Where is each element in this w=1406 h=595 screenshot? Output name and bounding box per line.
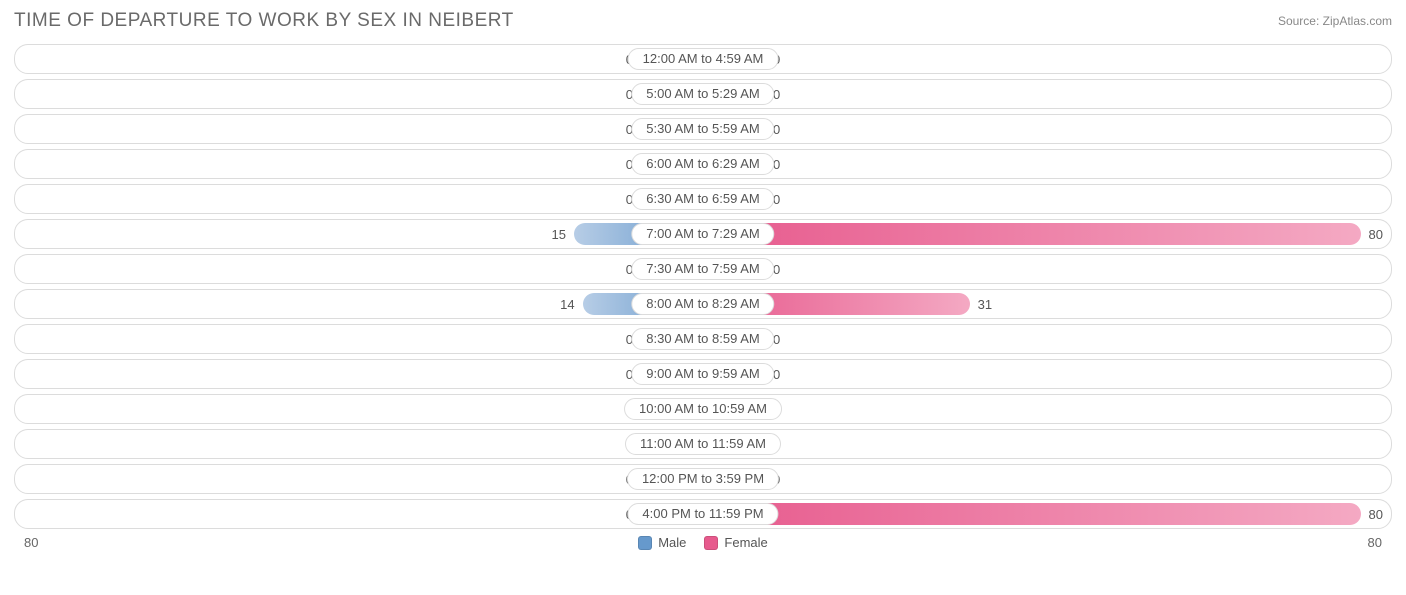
male-half: 0 xyxy=(15,255,703,283)
female-half: 0 xyxy=(703,465,1391,493)
row-label: 8:30 AM to 8:59 AM xyxy=(631,328,774,350)
chart-row: 14 31 8:00 AM to 8:29 AM xyxy=(14,289,1392,319)
chart-row: 006:30 AM to 6:59 AM xyxy=(14,184,1392,214)
chart-area: 0012:00 AM to 4:59 AM005:00 AM to 5:29 A… xyxy=(14,44,1392,529)
row-label: 11:00 AM to 11:59 AM xyxy=(625,433,781,455)
chart-row: 006:00 AM to 6:29 AM xyxy=(14,149,1392,179)
male-half: 0 xyxy=(15,115,703,143)
male-half: 15 xyxy=(15,220,703,248)
legend-male-label: Male xyxy=(658,535,686,550)
female-half: 0 xyxy=(703,45,1391,73)
legend: Male Female xyxy=(638,535,768,550)
female-swatch-icon xyxy=(704,536,718,550)
male-half: 0 xyxy=(15,395,703,423)
chart-row: 0012:00 AM to 4:59 AM xyxy=(14,44,1392,74)
row-label: 7:00 AM to 7:29 AM xyxy=(631,223,774,245)
male-half: 0 xyxy=(15,185,703,213)
male-half: 0 xyxy=(15,500,703,528)
male-half: 0 xyxy=(15,45,703,73)
chart-row: 009:00 AM to 9:59 AM xyxy=(14,359,1392,389)
female-half: 31 xyxy=(703,290,1391,318)
row-label: 4:00 PM to 11:59 PM xyxy=(627,503,778,525)
row-label: 8:00 AM to 8:29 AM xyxy=(631,293,774,315)
row-label: 5:30 AM to 5:59 AM xyxy=(631,118,774,140)
male-value: 15 xyxy=(544,227,574,242)
female-half: 80 xyxy=(703,500,1391,528)
female-half: 0 xyxy=(703,325,1391,353)
row-label: 9:00 AM to 9:59 AM xyxy=(631,363,774,385)
row-label: 10:00 AM to 10:59 AM xyxy=(624,398,782,420)
axis-left-max: 80 xyxy=(24,535,38,550)
female-bar xyxy=(703,503,1361,525)
female-half: 0 xyxy=(703,360,1391,388)
row-label: 6:30 AM to 6:59 AM xyxy=(631,188,774,210)
female-half: 0 xyxy=(703,80,1391,108)
chart-footer: 80 Male Female 80 xyxy=(14,535,1392,550)
female-half: 0 xyxy=(703,115,1391,143)
female-value: 80 xyxy=(1361,507,1391,522)
row-label: 12:00 AM to 4:59 AM xyxy=(628,48,779,70)
female-value: 31 xyxy=(970,297,1000,312)
chart-row: 15 80 7:00 AM to 7:29 AM xyxy=(14,219,1392,249)
chart-row: 0011:00 AM to 11:59 AM xyxy=(14,429,1392,459)
male-value: 14 xyxy=(552,297,582,312)
legend-male: Male xyxy=(638,535,686,550)
header: TIME OF DEPARTURE TO WORK BY SEX IN NEIB… xyxy=(14,10,1392,32)
row-label: 7:30 AM to 7:59 AM xyxy=(631,258,774,280)
male-half: 0 xyxy=(15,430,703,458)
row-label: 5:00 AM to 5:29 AM xyxy=(631,83,774,105)
male-half: 0 xyxy=(15,325,703,353)
source-label: Source: ZipAtlas.com xyxy=(1278,14,1392,28)
chart-title: TIME OF DEPARTURE TO WORK BY SEX IN NEIB… xyxy=(14,10,514,32)
female-value: 80 xyxy=(1361,227,1391,242)
chart-row: 005:00 AM to 5:29 AM xyxy=(14,79,1392,109)
male-swatch-icon xyxy=(638,536,652,550)
row-label: 12:00 PM to 3:59 PM xyxy=(627,468,779,490)
male-half: 0 xyxy=(15,80,703,108)
female-half: 0 xyxy=(703,255,1391,283)
chart-row: 0 80 4:00 PM to 11:59 PM xyxy=(14,499,1392,529)
legend-female: Female xyxy=(704,535,767,550)
chart-row: 0010:00 AM to 10:59 AM xyxy=(14,394,1392,424)
legend-female-label: Female xyxy=(724,535,767,550)
male-half: 0 xyxy=(15,150,703,178)
female-bar xyxy=(703,223,1361,245)
female-half: 0 xyxy=(703,395,1391,423)
male-half: 14 xyxy=(15,290,703,318)
chart-row: 007:30 AM to 7:59 AM xyxy=(14,254,1392,284)
male-half: 0 xyxy=(15,465,703,493)
chart-row: 005:30 AM to 5:59 AM xyxy=(14,114,1392,144)
chart-row: 008:30 AM to 8:59 AM xyxy=(14,324,1392,354)
male-half: 0 xyxy=(15,360,703,388)
female-half: 80 xyxy=(703,220,1391,248)
axis-right-max: 80 xyxy=(1368,535,1382,550)
female-half: 0 xyxy=(703,150,1391,178)
female-half: 0 xyxy=(703,430,1391,458)
row-label: 6:00 AM to 6:29 AM xyxy=(631,153,774,175)
chart-row: 0012:00 PM to 3:59 PM xyxy=(14,464,1392,494)
female-half: 0 xyxy=(703,185,1391,213)
